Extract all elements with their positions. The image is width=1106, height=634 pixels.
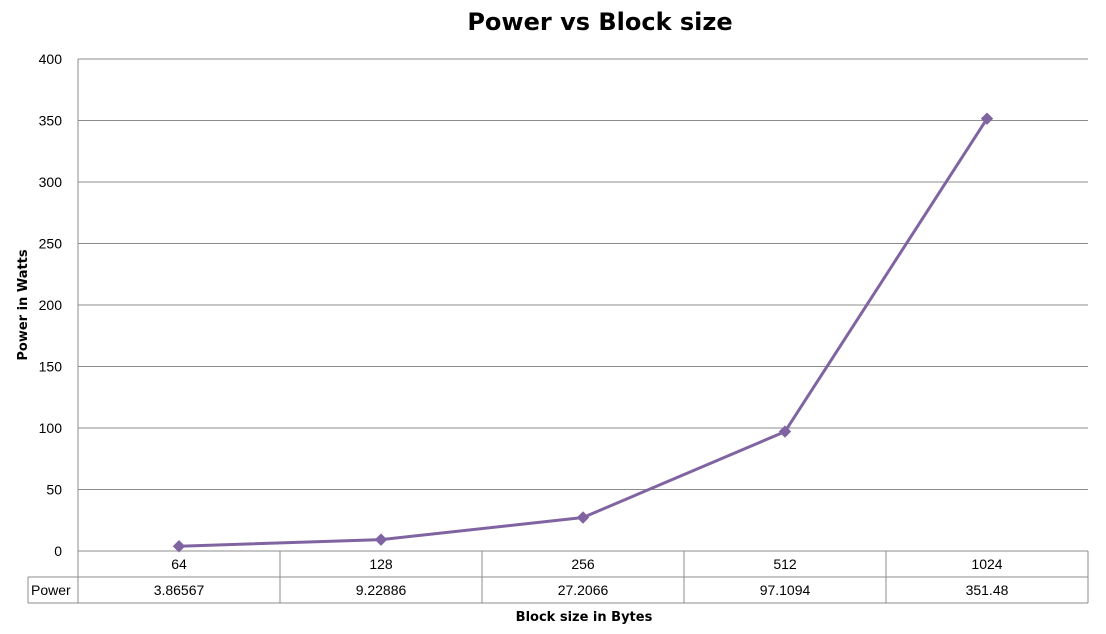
x-category-label: 256	[571, 556, 595, 572]
y-tick-label: 50	[46, 482, 62, 498]
data-table: 64 3.86567 128 9.22886 256 27.2066 512 97.1094 1…	[27, 550, 1089, 604]
table-value-cell: 351.48	[966, 582, 1009, 598]
x-category-label: 128	[369, 556, 393, 572]
y-tick-label: 250	[39, 236, 63, 252]
table-value-cell: 3.86567	[154, 582, 205, 598]
table-value-cell: 97.1094	[760, 582, 811, 598]
y-axis-ticks: 0 50 100 150 200 250 300 350 400	[39, 51, 63, 559]
gridlines	[77, 58, 1088, 551]
table-value-cell: 27.2066	[558, 582, 609, 598]
x-axis-title: Block size in Bytes	[516, 610, 653, 625]
y-tick-label: 100	[39, 420, 63, 436]
series-line	[178, 117, 989, 548]
x-category-label: 1024	[971, 556, 1002, 572]
y-tick-label: 0	[54, 543, 62, 559]
data-point-marker	[576, 511, 590, 524]
y-axis-title: Power in Watts	[16, 249, 31, 361]
y-tick-label: 350	[39, 113, 63, 129]
y-tick-label: 400	[39, 51, 63, 67]
data-point-marker	[778, 425, 792, 438]
x-category-label: 512	[773, 556, 797, 572]
y-tick-label: 150	[39, 359, 63, 375]
y-tick-label: 300	[39, 174, 63, 190]
y-tick-label: 200	[39, 297, 63, 313]
series-power	[172, 112, 994, 553]
data-point-marker	[172, 540, 186, 553]
chart-title: Power vs Block size	[467, 8, 732, 36]
table-series-name: Power	[31, 582, 71, 598]
data-point-marker	[374, 533, 388, 546]
table-value-cell: 9.22886	[356, 582, 407, 598]
data-point-marker	[980, 112, 994, 125]
x-category-label: 64	[171, 556, 187, 572]
